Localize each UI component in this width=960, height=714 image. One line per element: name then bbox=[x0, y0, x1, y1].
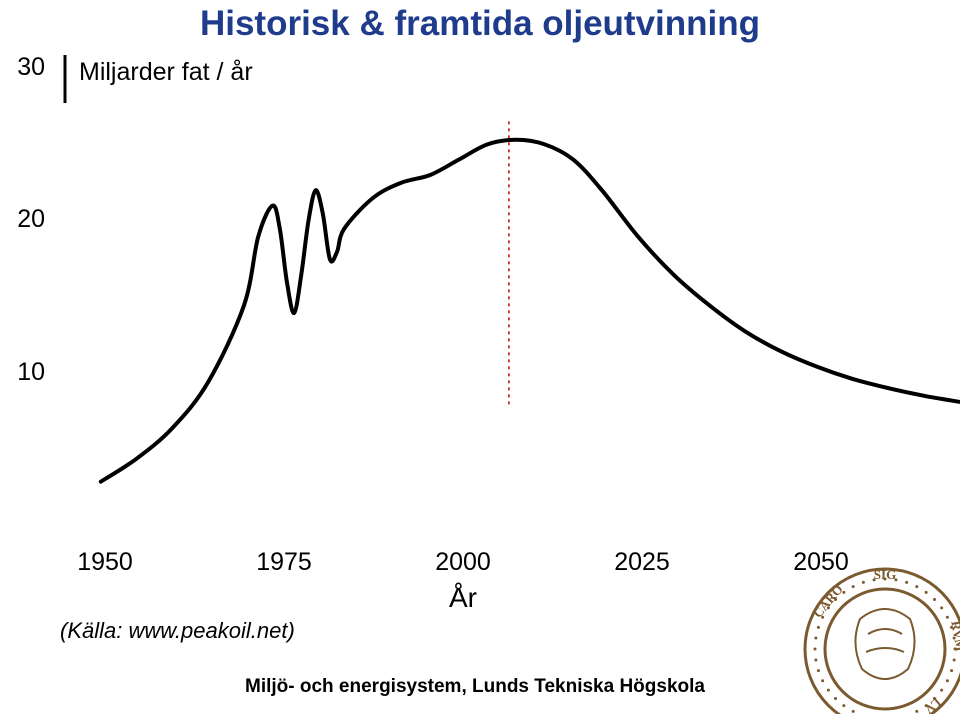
svg-text:CARO: CARO bbox=[810, 582, 846, 621]
svg-text:RVM: RVM bbox=[948, 620, 960, 653]
svg-text:SIG: SIG bbox=[874, 567, 896, 582]
university-seal-icon: CARO SIG RVM LV bbox=[800, 564, 960, 714]
svg-text:LV: LV bbox=[921, 695, 944, 714]
